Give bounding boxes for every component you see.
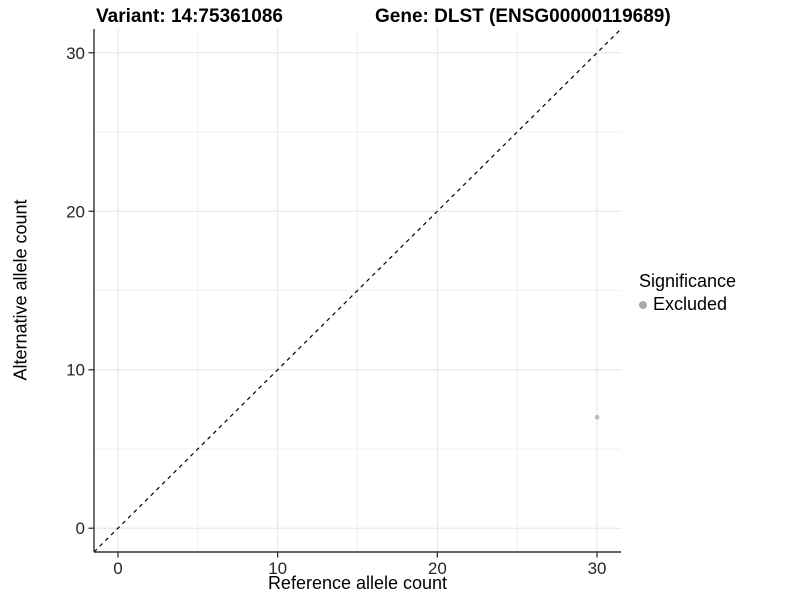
legend-title: Significance [639,271,737,291]
y-tick-label: 10 [66,361,85,380]
x-tick-label: 20 [428,559,447,578]
x-tick-label: 10 [268,559,287,578]
x-tick-label: 30 [588,559,607,578]
legend-item-label: Excluded [653,294,728,314]
legend: Significance Excluded [639,271,736,315]
y-tick-label: 20 [66,202,85,221]
data-point [594,414,600,420]
legend-point-icon [639,300,647,309]
x-tick-label: 0 [113,559,122,578]
y-axis-label: Alternative allele count [10,199,31,381]
identity-line [93,28,622,553]
legend-item-excluded: Excluded [639,294,736,315]
y-tick-label: 30 [66,44,85,63]
x-axis-label: Reference allele count [267,573,448,593]
plot-title-variant: Variant: 14:75361086 [96,6,283,27]
y-tick-label: 0 [76,519,85,538]
plot-title-gene: Gene: DLST (ENSG00000119689) [375,6,671,27]
